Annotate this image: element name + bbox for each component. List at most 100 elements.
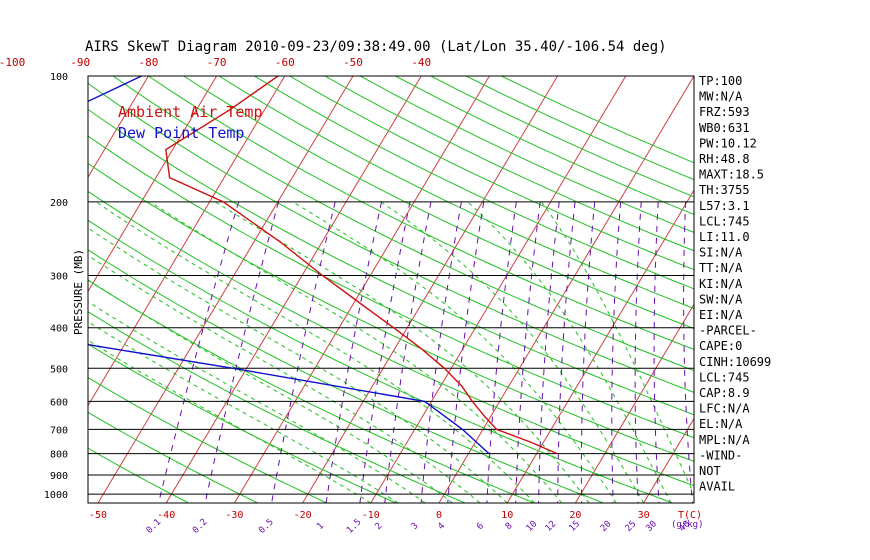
stat-item: MPL:N/A xyxy=(699,433,750,447)
isotherm-line xyxy=(88,76,286,407)
pressure-tick-label: 800 xyxy=(50,450,68,461)
pressure-tick-label: 600 xyxy=(50,397,68,408)
bottom-temp-tick-label: 20 xyxy=(569,510,581,521)
moist-adiabat-line xyxy=(214,201,590,503)
stat-item: MW:N/A xyxy=(699,90,743,104)
legend-dew-point: Dew Point Temp xyxy=(118,124,244,142)
mixing-ratio-tick-label: 8 xyxy=(504,521,515,532)
moist-adiabat-line xyxy=(149,201,563,503)
mixing-ratio-line xyxy=(557,201,576,503)
stat-item: WB0:631 xyxy=(699,121,750,135)
isotherm-line xyxy=(302,76,559,503)
moist-adiabat-line xyxy=(88,321,399,503)
dry-adiabat-line xyxy=(88,82,694,393)
stat-item: PW:10.12 xyxy=(699,136,757,150)
stat-item: -WIND- xyxy=(699,448,742,462)
top-temp-tick-label: -60 xyxy=(275,56,295,69)
mixing-ratio-line xyxy=(634,201,642,503)
mixing-ratio-tick-label: 15 xyxy=(567,519,582,534)
profile-series xyxy=(88,76,558,455)
dry-adiabat-line xyxy=(88,311,466,503)
top-temp-axis: -120-110-100-90-80-70-60-50-40 xyxy=(0,56,431,69)
dry-adiabat-line xyxy=(88,190,694,487)
stat-item: LCL:745 xyxy=(699,370,750,384)
dry-adiabat-line xyxy=(112,76,694,372)
dry-adiabat-line xyxy=(324,76,694,252)
mixing-ratio-tick-label: 4 xyxy=(436,521,447,532)
bottom-temp-tick-label: -30 xyxy=(225,510,243,521)
stat-item: RH:48.8 xyxy=(699,152,750,166)
stat-item: MAXT:18.5 xyxy=(699,168,764,182)
plot-frame xyxy=(87,75,695,504)
pressure-tick-label: 1000 xyxy=(44,490,68,501)
mixing-ratio-tick-label: 0.5 xyxy=(257,517,276,536)
isotherm-line xyxy=(0,76,80,503)
mixing-ratio-line xyxy=(580,201,596,503)
top-temp-tick-label: -100 xyxy=(0,56,25,69)
mixing-ratio-line xyxy=(653,201,660,503)
moist-adiabat-line xyxy=(541,201,694,496)
bottom-temp-tick-label: -20 xyxy=(294,510,312,521)
dry-adiabat-line xyxy=(395,76,694,215)
top-temp-tick-label: -90 xyxy=(70,56,90,69)
pressure-tick-label: 500 xyxy=(50,364,68,375)
dry-adiabat-line xyxy=(183,76,694,330)
isotherm-line xyxy=(97,76,354,503)
mixing-ratio-tick-label: 2 xyxy=(374,521,385,532)
bottom-temp-tick-label: -10 xyxy=(362,510,380,521)
mixing-ratio-line xyxy=(486,201,517,503)
isotherm-line xyxy=(506,189,694,503)
legend: Ambient Air Temp Dew Point Temp xyxy=(118,103,263,142)
mixing-ratio-line xyxy=(538,201,560,503)
pressure-tick-label: 900 xyxy=(50,471,68,482)
dry-adiabat-line xyxy=(501,76,694,164)
moist-adiabat-line xyxy=(88,227,508,503)
mixing-ratio-line xyxy=(204,201,279,503)
stat-item: FRZ:593 xyxy=(699,105,750,119)
bottom-temp-axis: -50 -40 -30 -20 -10 0 10 20 30 xyxy=(89,510,650,521)
mixing-ratio-tick-label: 25 xyxy=(624,519,639,534)
dry-adiabat-line xyxy=(88,447,189,503)
dry-adiabat-line xyxy=(88,135,694,439)
stat-item: AVAIL xyxy=(699,480,735,494)
stat-item: LCL:745 xyxy=(699,214,750,228)
mixing-ratio-line xyxy=(515,201,541,503)
stat-item: L57:3.1 xyxy=(699,199,750,213)
mixing-ratio-grid xyxy=(158,201,693,503)
moist-adiabat-line xyxy=(292,201,617,503)
isotherm-line xyxy=(88,76,149,179)
stat-item: SI:N/A xyxy=(699,246,743,260)
pressure-tick-label: 400 xyxy=(50,324,68,335)
mixing-ratio-tick-label: 12 xyxy=(544,519,559,534)
mixing-ratio-line xyxy=(420,201,462,503)
stat-item: CINH:10699 xyxy=(699,355,771,369)
dry-adiabat-line xyxy=(88,108,694,416)
stat-item: CAPE:0 xyxy=(699,339,742,353)
mixing-ratio-tick-label: 1 xyxy=(315,521,326,532)
mixing-ratio-tick-label: 3 xyxy=(410,521,421,532)
stat-item: SW:N/A xyxy=(699,292,743,306)
moist-adiabat-line xyxy=(88,254,481,503)
mixing-units-label: (g/kg) xyxy=(671,520,704,530)
stat-item: EL:N/A xyxy=(699,417,743,431)
stat-item: TH:3755 xyxy=(699,183,750,197)
top-temp-tick-label: -50 xyxy=(343,56,363,69)
bottom-temp-tick-label: -40 xyxy=(157,510,175,521)
mixing-ratio-line xyxy=(158,201,240,503)
mixing-ratio-tick-label: 20 xyxy=(599,519,614,534)
isotherm-line xyxy=(233,76,490,503)
stat-item: -PARCEL- xyxy=(699,324,757,338)
stat-item: KI:N/A xyxy=(699,277,743,291)
pressure-tick-label: 300 xyxy=(50,272,68,283)
dry-adiabat-line xyxy=(148,76,694,350)
pressure-tick-label: 700 xyxy=(50,425,68,436)
pressure-axis: 100 200 300 400 500 600 700 800 900 1000 xyxy=(44,72,68,501)
mixing-ratio-line xyxy=(271,201,336,503)
dry-adiabat-line xyxy=(430,76,694,198)
dry-adiabat-line xyxy=(88,249,604,503)
mixing-ratio-tick-label: 6 xyxy=(475,521,486,532)
stat-item: TP:100 xyxy=(699,74,742,88)
isotherm-line xyxy=(88,76,218,293)
mixing-ratio-line xyxy=(611,201,622,503)
